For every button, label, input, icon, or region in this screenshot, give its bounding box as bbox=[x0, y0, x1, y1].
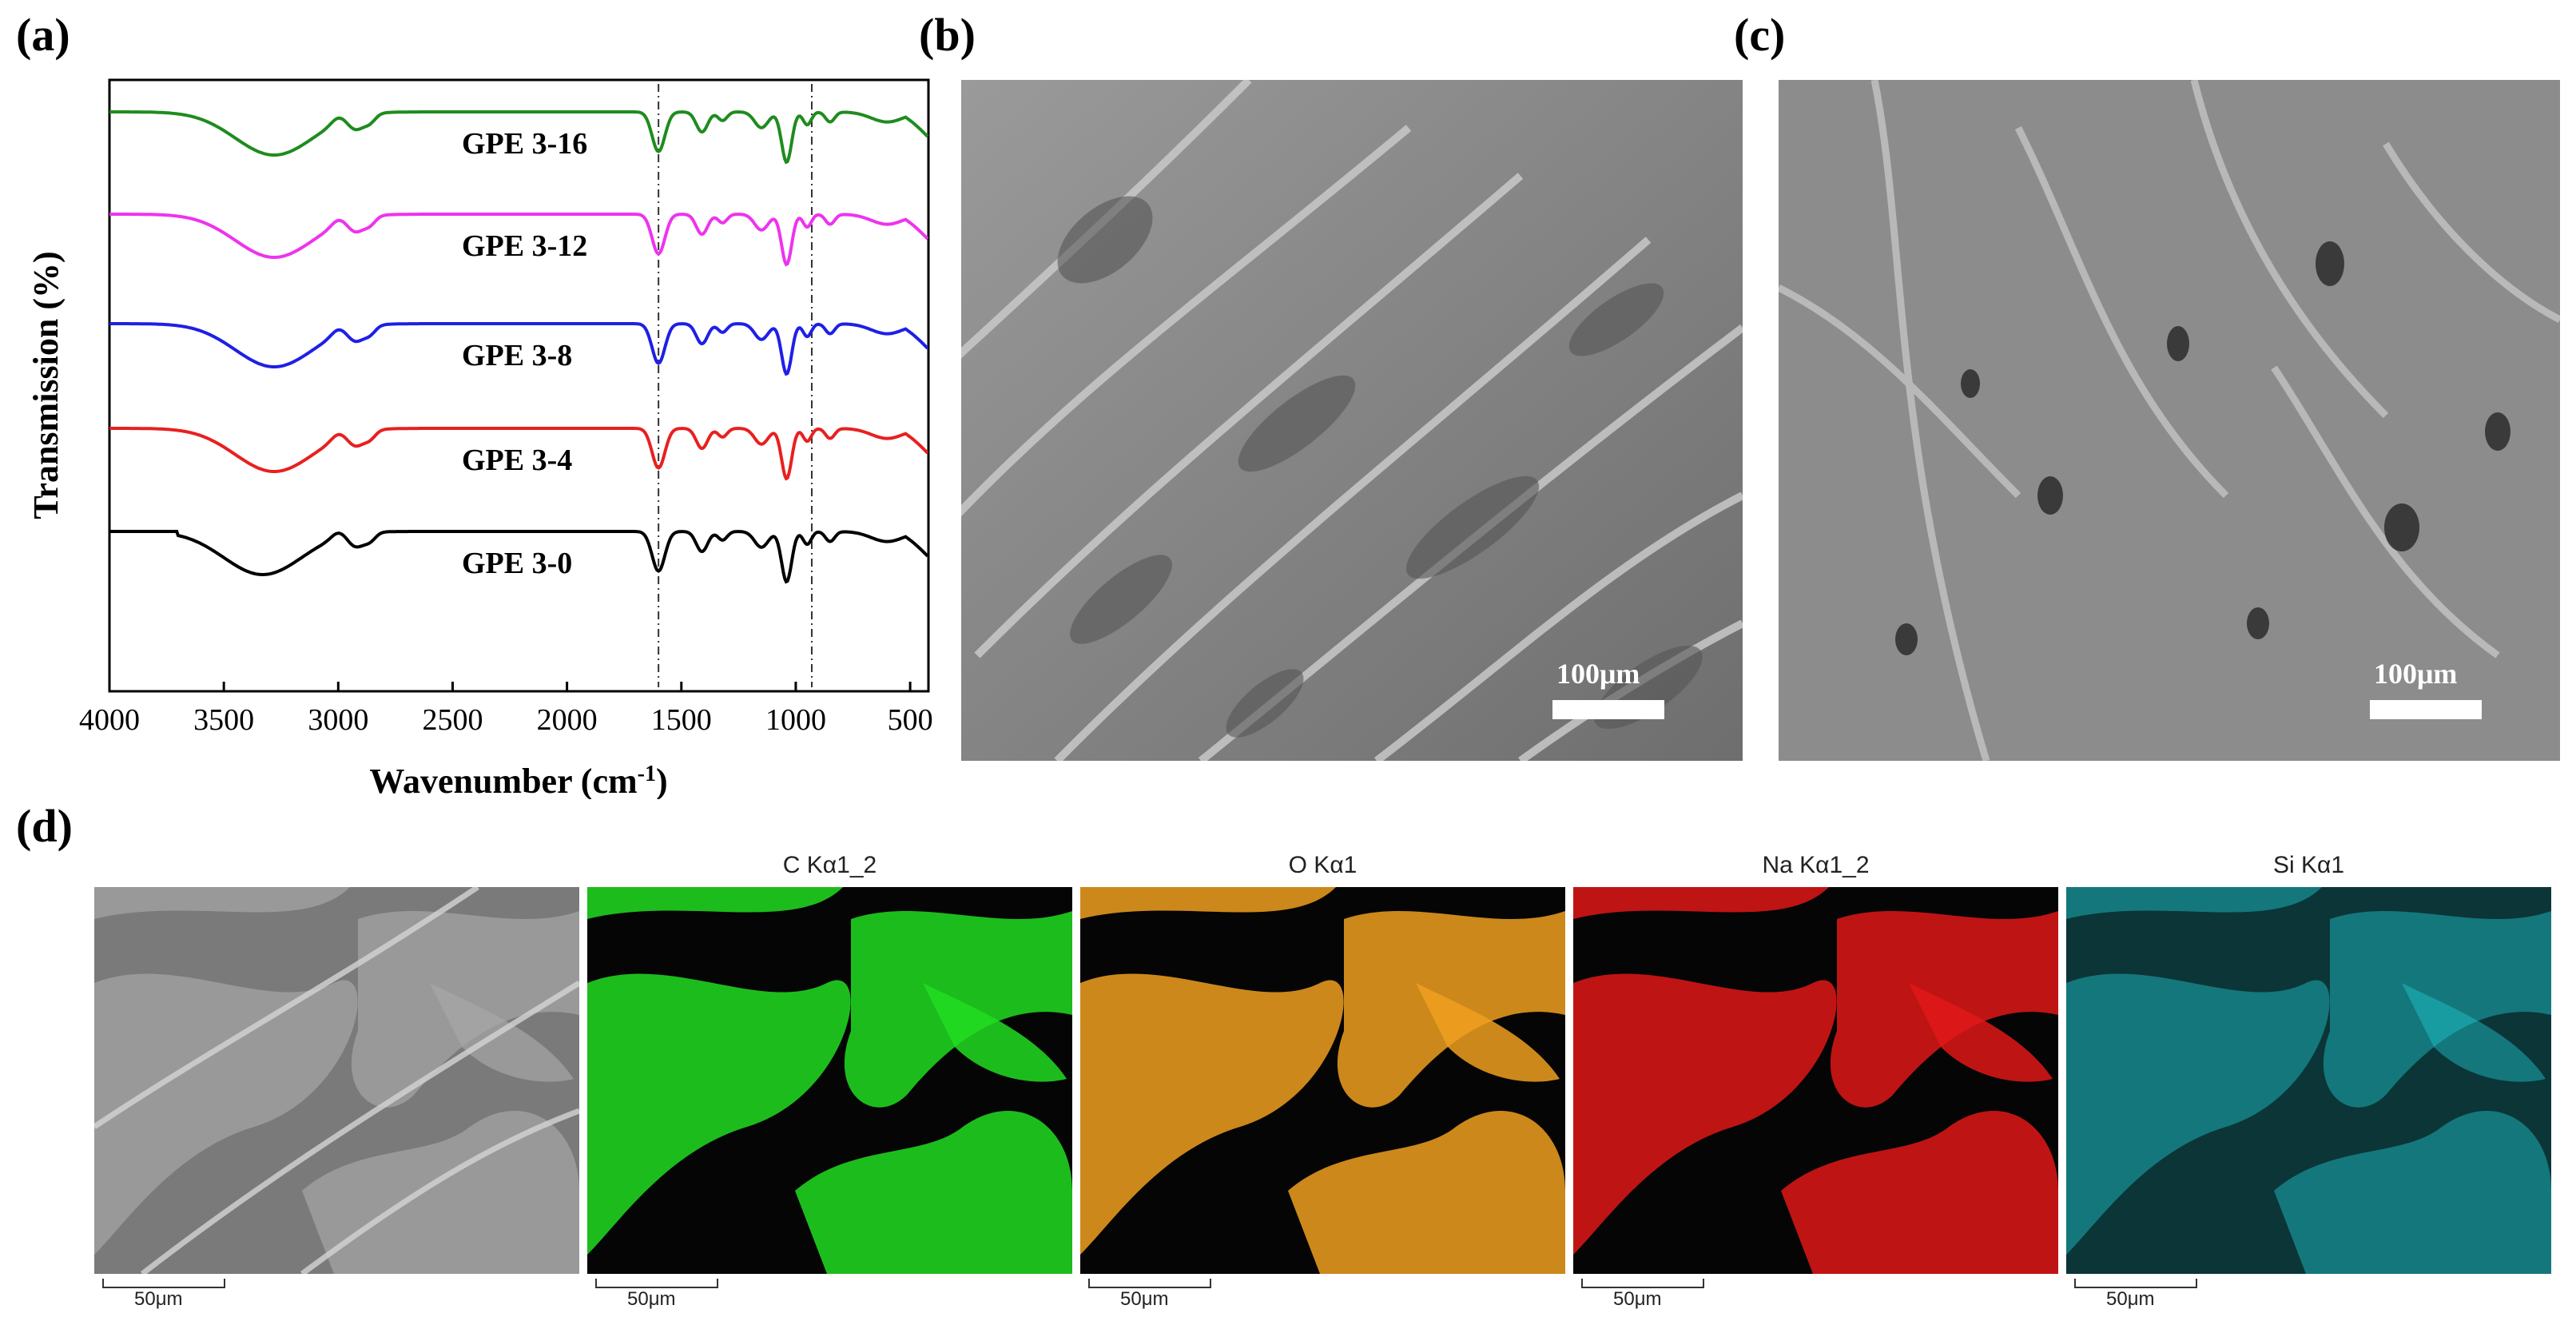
eds-map-title-1: C Kα1_2 bbox=[782, 852, 877, 878]
series-line-gpe-3-8 bbox=[109, 322, 929, 376]
series-line-gpe-3-4 bbox=[109, 427, 929, 481]
y-axis-label: Transmission (%) bbox=[26, 251, 66, 519]
eds-scale-label-3: 50μm bbox=[1613, 1288, 1662, 1310]
eds-blob-3-0 bbox=[1573, 887, 1829, 919]
eds-element-map-1 bbox=[587, 887, 1072, 1274]
sem-image-c: 100μm bbox=[1779, 80, 2560, 761]
x-axis-label: Wavenumber (cm-1) bbox=[369, 762, 667, 800]
eds-scale-label-2: 50μm bbox=[1120, 1288, 1169, 1310]
x-tick-label-2: 3000 bbox=[308, 703, 368, 737]
eds-blob-4-3 bbox=[2274, 1110, 2551, 1274]
eds-scale-bar-0 bbox=[102, 1279, 225, 1288]
eds-element-map-2 bbox=[1080, 887, 1565, 1274]
plot-frame bbox=[108, 78, 930, 693]
eds-blob-0-1 bbox=[94, 973, 358, 1255]
eds-blob-1-4 bbox=[923, 983, 1067, 1082]
eds-blob-4-2 bbox=[2323, 911, 2551, 1108]
sem-texture-c bbox=[1779, 80, 2560, 761]
eds-blob-2-1 bbox=[1080, 973, 1344, 1255]
eds-sem-ridges bbox=[94, 887, 579, 1274]
eds-map-texture-0 bbox=[94, 887, 579, 1274]
eds-scale-bar-1 bbox=[595, 1279, 718, 1288]
eds-blob-0-0 bbox=[94, 887, 350, 919]
scale-label-b: 100μm bbox=[1556, 658, 1640, 690]
x-tick-label-5: 1500 bbox=[651, 703, 712, 737]
eds-sem-image bbox=[94, 887, 579, 1274]
sem-texture-b bbox=[961, 80, 1743, 761]
eds-scale-bar-4 bbox=[2074, 1279, 2197, 1288]
eds-element-map-4 bbox=[2066, 887, 2551, 1274]
eds-blob-4-4 bbox=[2402, 983, 2546, 1082]
eds-si-background bbox=[2066, 887, 2551, 1274]
eds-blob-2-0 bbox=[1080, 887, 1336, 919]
eds-map-title-2: O Kα1 bbox=[1288, 852, 1358, 878]
x-tick-label-0: 4000 bbox=[79, 703, 140, 737]
panel-label-b: (b) bbox=[919, 9, 976, 61]
eds-blob-4-1 bbox=[2066, 973, 2330, 1255]
panel-label-a: (a) bbox=[16, 9, 70, 61]
eds-blob-3-4 bbox=[1909, 983, 2053, 1082]
eds-blob-3-3 bbox=[1781, 1110, 2058, 1274]
series-label-gpe-3-8: GPE 3-8 bbox=[462, 339, 572, 372]
eds-blob-0-3 bbox=[302, 1110, 579, 1274]
series-label-gpe-3-12: GPE 3-12 bbox=[462, 229, 587, 263]
eds-map-texture-4 bbox=[2066, 887, 2551, 1274]
scale-bar-b bbox=[1552, 700, 1664, 719]
x-axis-label-sup: -1 bbox=[638, 762, 656, 786]
x-tick-label-7: 500 bbox=[888, 703, 933, 737]
series-line-gpe-3-16 bbox=[109, 110, 929, 165]
sem-image-b: 100μm bbox=[961, 80, 1743, 761]
scale-label-c: 100μm bbox=[2374, 658, 2458, 690]
eds-blob-3-1 bbox=[1573, 973, 1837, 1255]
series-line-gpe-3-0 bbox=[109, 530, 929, 584]
x-tick-label-3: 2500 bbox=[422, 703, 483, 737]
eds-map-texture-3 bbox=[1573, 887, 2058, 1274]
series-label-gpe-3-16: GPE 3-16 bbox=[462, 127, 587, 161]
eds-scale-label-1: 50μm bbox=[627, 1288, 676, 1310]
x-tick-label-4: 2000 bbox=[537, 703, 598, 737]
scale-bar-c bbox=[2370, 700, 2482, 719]
eds-map-texture-2 bbox=[1080, 887, 1565, 1274]
panel-label-d: (d) bbox=[16, 800, 73, 852]
eds-element-map-3 bbox=[1573, 887, 2058, 1274]
eds-map-title-4: Si Kα1 bbox=[2272, 852, 2345, 878]
eds-scale-label-0: 50μm bbox=[134, 1288, 183, 1310]
eds-scale-label-4: 50μm bbox=[2106, 1288, 2155, 1310]
eds-blob-2-4 bbox=[1416, 983, 1560, 1082]
eds-blob-4-0 bbox=[2066, 887, 2322, 919]
series-label-gpe-3-4: GPE 3-4 bbox=[462, 444, 572, 477]
eds-map-texture-1 bbox=[587, 887, 1072, 1274]
eds-blob-1-3 bbox=[795, 1110, 1072, 1274]
panel-label-c: (c) bbox=[1734, 9, 1786, 61]
eds-scale-bar-3 bbox=[1581, 1279, 1704, 1288]
x-tick-label-6: 1000 bbox=[765, 703, 826, 737]
series-line-gpe-3-12 bbox=[109, 213, 929, 267]
eds-blob-1-1 bbox=[587, 973, 851, 1255]
eds-blob-1-0 bbox=[587, 887, 843, 919]
eds-scale-bar-2 bbox=[1088, 1279, 1211, 1288]
series-label-gpe-3-0: GPE 3-0 bbox=[462, 547, 572, 580]
x-tick-label-1: 3500 bbox=[193, 703, 254, 737]
eds-blob-2-3 bbox=[1288, 1110, 1565, 1274]
ftir-chart: GPE 3-16 GPE 3-12 GPE 3-8 GPE 3-4 GPE 3-0 40… bbox=[26, 78, 933, 800]
eds-map-title-3: Na Kα1_2 bbox=[1762, 852, 1870, 878]
